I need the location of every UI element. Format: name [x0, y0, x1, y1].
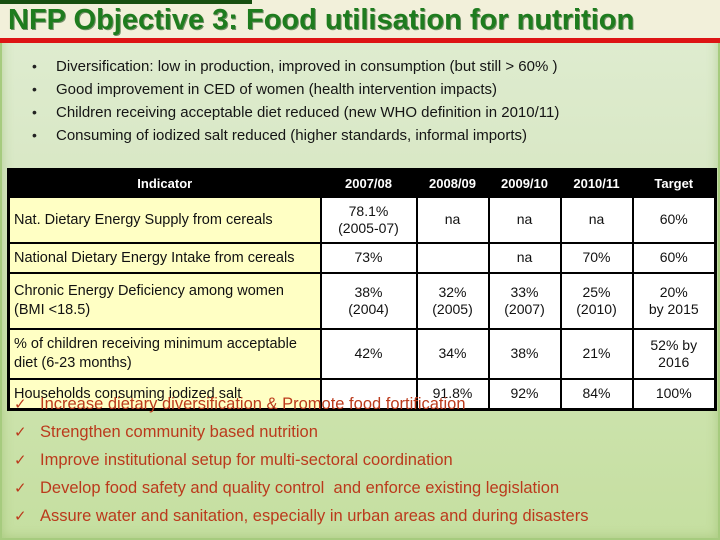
column-header-indicator: Indicator [7, 168, 322, 198]
value-cell: 84% [559, 378, 634, 411]
column-header-2010-11: 2010/11 [559, 168, 634, 198]
indicator-cell: National Dietary Energy Intake from cere… [7, 242, 322, 274]
bullet-text: Consuming of iodized salt reduced (highe… [56, 127, 528, 144]
bullet-item: • Diversification: low in production, im… [32, 58, 702, 75]
value-cell: 60% [631, 242, 717, 274]
bullet-text: Diversification: low in production, impr… [56, 58, 558, 75]
value-cell: 100% [631, 378, 717, 411]
check-icon: ✓ [14, 452, 27, 469]
bullet-dot-icon: • [32, 104, 37, 120]
indicators-table: Indicator 2007/08 2008/09 2009/10 2010/1… [7, 168, 717, 411]
action-text: Assure water and sanitation, especially … [40, 507, 589, 525]
check-icon: ✓ [14, 508, 27, 525]
value-cell: 78.1% (2005-07) [319, 196, 418, 244]
value-cell: 52% by 2016 [631, 328, 717, 380]
table-row: Chronic Energy Deficiency among women (B… [7, 272, 717, 330]
value-cell: na [487, 242, 562, 274]
value-cell: 21% [559, 328, 634, 380]
value-cell [415, 242, 490, 274]
value-cell: 38% [487, 328, 562, 380]
action-item: ✓ Strengthen community based nutrition [14, 423, 714, 442]
bullet-text: Children receiving acceptable diet reduc… [56, 104, 560, 121]
value-cell: 38% (2004) [319, 272, 418, 330]
value-cell: 73% [319, 242, 418, 274]
column-header-2007-08: 2007/08 [319, 168, 418, 198]
check-icon: ✓ [14, 396, 27, 413]
column-header-target: Target [631, 168, 717, 198]
page-title: NFP Objective 3: Food utilisation for nu… [8, 4, 635, 36]
top-accent-bar [0, 0, 252, 4]
column-header-2009-10: 2009/10 [487, 168, 562, 198]
bullet-dot-icon: • [32, 58, 37, 74]
bullet-text: Good improvement in CED of women (health… [56, 81, 498, 98]
action-item: ✓ Assure water and sanitation, especiall… [14, 507, 714, 526]
value-cell: na [559, 196, 634, 244]
value-cell: na [487, 196, 562, 244]
action-text: Increase dietary diversification & Promo… [40, 395, 466, 413]
summary-bullet-list: • Diversification: low in production, im… [32, 58, 702, 150]
value-cell: 32% (2005) [415, 272, 490, 330]
value-cell: na [415, 196, 490, 244]
value-cell: 34% [415, 328, 490, 380]
check-icon: ✓ [14, 424, 27, 441]
title-band [0, 0, 720, 38]
value-cell [319, 378, 418, 411]
column-header-2008-09: 2008/09 [415, 168, 490, 198]
value-cell: 25% (2010) [559, 272, 634, 330]
value-cell: 91.8% [415, 378, 490, 411]
table-row: National Dietary Energy Intake from cere… [7, 242, 717, 274]
check-icon: ✓ [14, 480, 27, 497]
value-cell: 92% [487, 378, 562, 411]
indicator-cell: Chronic Energy Deficiency among women (B… [7, 272, 322, 330]
value-cell: 42% [319, 328, 418, 380]
value-cell: 33% (2007) [487, 272, 562, 330]
table-header-row: Indicator 2007/08 2008/09 2009/10 2010/1… [7, 168, 717, 198]
table-row: Nat. Dietary Energy Supply from cereals … [7, 196, 717, 244]
bullet-dot-icon: • [32, 81, 37, 97]
action-item: ✓ Increase dietary diversification & Pro… [14, 395, 714, 414]
action-text: Improve institutional setup for multi-se… [40, 451, 453, 469]
action-item: ✓ Improve institutional setup for multi-… [14, 451, 714, 470]
bullet-item: • Children receiving acceptable diet red… [32, 104, 702, 121]
table-row: % of children receiving minimum acceptab… [7, 328, 717, 380]
indicator-cell: % of children receiving minimum acceptab… [7, 328, 322, 380]
action-text: Strengthen community based nutrition [40, 423, 318, 441]
value-cell: 20% by 2015 [631, 272, 717, 330]
bullet-item: • Consuming of iodized salt reduced (hig… [32, 127, 702, 144]
table-row: Households consuming iodized salt 91.8% … [7, 378, 717, 411]
bullet-item: • Good improvement in CED of women (heal… [32, 81, 702, 98]
value-cell: 70% [559, 242, 634, 274]
value-cell: 60% [631, 196, 717, 244]
action-text: Develop food safety and quality control … [40, 479, 560, 497]
title-divider-rule [0, 38, 720, 43]
action-item: ✓ Develop food safety and quality contro… [14, 479, 714, 498]
indicator-cell: Households consuming iodized salt [7, 378, 322, 411]
action-item-list: ✓ Increase dietary diversification & Pro… [14, 395, 714, 535]
indicator-cell: Nat. Dietary Energy Supply from cereals [7, 196, 322, 244]
bullet-dot-icon: • [32, 127, 37, 143]
